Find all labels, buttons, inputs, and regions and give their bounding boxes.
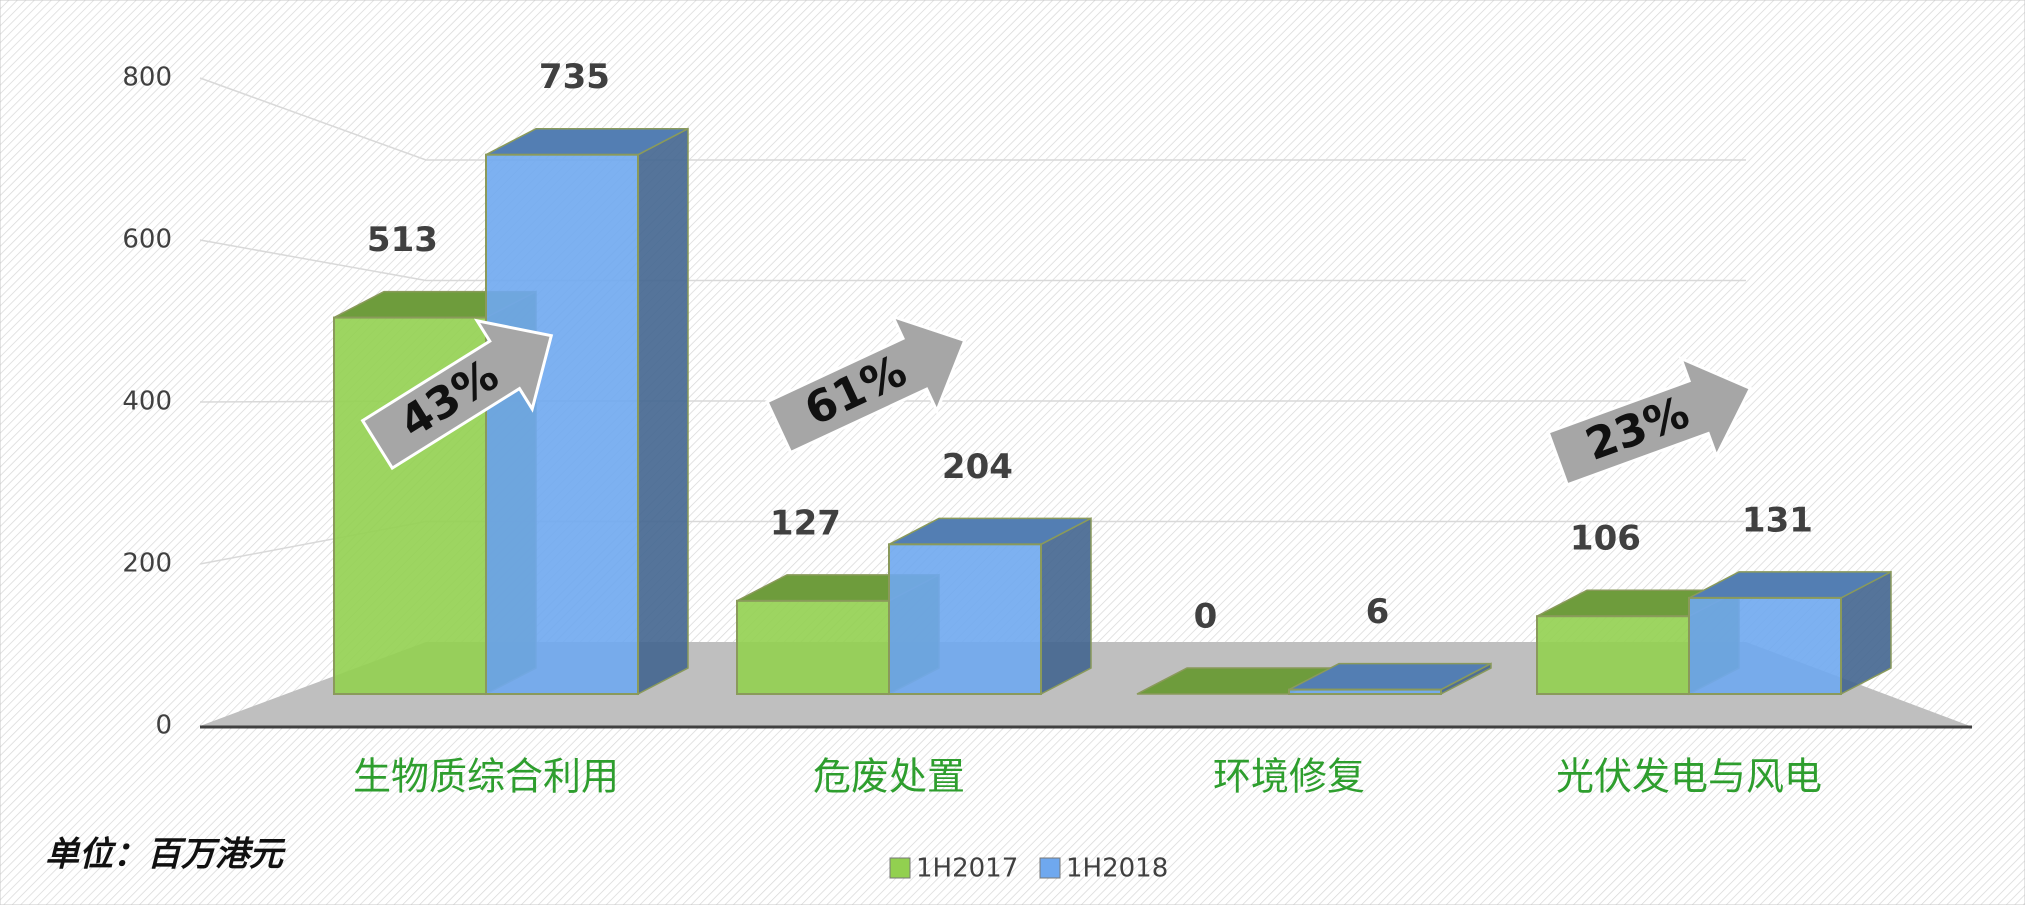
bar-front [485,153,639,696]
bar [888,517,1092,696]
bar [1688,570,1892,696]
bar-side [1040,517,1092,696]
y-tick-label: 0 [155,711,172,741]
arrow-shape [360,318,554,471]
legend-label: 1H2017 [916,854,1018,884]
x-tick-label: 环境修复 [1213,755,1365,799]
x-tick-label: 光伏发电与风电 [1556,755,1822,799]
y-tick-label: 200 [122,549,172,579]
bar [485,127,689,696]
y-tick-label: 600 [122,225,172,255]
value-label: 0 [1194,597,1218,637]
value-label: 204 [942,447,1013,487]
y-tick-label: 800 [122,63,172,93]
bar-front [888,543,1042,695]
bar-front [1688,596,1842,695]
legend-swatch [889,857,911,879]
value-label: 106 [1570,519,1641,559]
value-label: 513 [367,220,438,260]
bar-front [1288,688,1442,695]
y-tick-label: 400 [122,387,172,417]
value-label: 127 [770,503,841,543]
bar-front [1536,615,1690,695]
unit-note: 单位：百万港元 [45,835,286,875]
arrow-shape [765,314,967,455]
value-label: 735 [539,57,610,97]
value-label: 131 [1742,500,1813,540]
bar-side [637,127,689,696]
grid-line [199,77,1746,161]
legend-label: 1H2018 [1066,854,1168,884]
arrow-shape [1546,355,1753,487]
value-label: 6 [1366,592,1390,632]
x-tick-label: 生物质综合利用 [353,755,619,799]
bar [1288,662,1492,696]
bar-front [736,599,890,695]
plot: 0 200 400 600 800 生物质综合利用 513 735 危废处置 127 204 环境修复… [122,57,1892,884]
legend-swatch [1039,857,1061,879]
grid-line [199,239,1746,282]
x-tick-label: 危废处置 [813,755,965,799]
